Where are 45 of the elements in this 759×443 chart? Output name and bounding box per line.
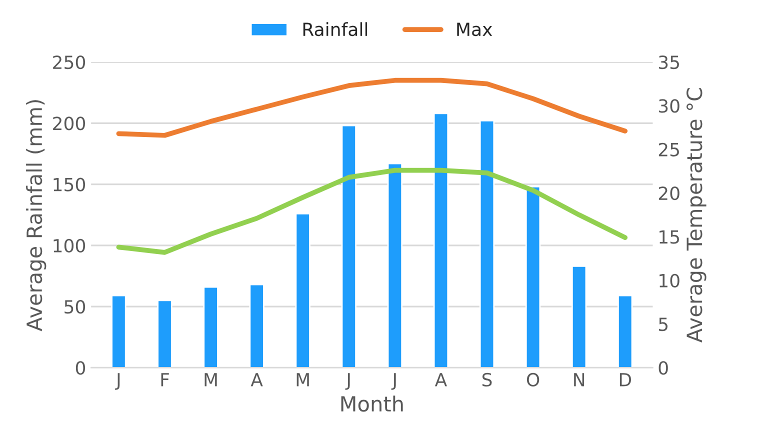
- y2-tick-label: 10: [660, 274, 680, 288]
- legend-label: Rainfall: [303, 22, 368, 36]
- bar: [249, 284, 264, 368]
- y2-tick-label: 30: [658, 99, 680, 113]
- legend-label: Max: [457, 22, 492, 36]
- x-tick-label: M: [296, 373, 309, 386]
- x-tick-label: A: [250, 373, 263, 386]
- y-tick-label: 50: [64, 300, 86, 314]
- line-series: [116, 168, 628, 255]
- x-tick-label: J: [345, 373, 350, 390]
- bar: [525, 186, 541, 368]
- x-tick-label: J: [391, 373, 396, 390]
- bar: [571, 266, 587, 368]
- bar: [203, 286, 218, 368]
- x-tick-label: A: [434, 373, 447, 386]
- y2-tick-label: 5: [658, 318, 668, 332]
- bar: [341, 124, 356, 368]
- bar: [295, 212, 310, 368]
- y2-tick-label: 25: [658, 142, 679, 156]
- line-series: [116, 78, 628, 138]
- bar: [618, 294, 633, 368]
- y-tick-label: 250: [53, 55, 86, 70]
- x-tick-label: J: [115, 373, 120, 390]
- x-tick-label: O: [526, 372, 540, 387]
- bar: [111, 294, 126, 368]
- x-axis-title: Month: [341, 396, 403, 412]
- bar: [157, 300, 172, 368]
- bar: [387, 162, 403, 368]
- x-tick-label: S: [482, 372, 492, 387]
- x-tick-label: F: [161, 373, 169, 386]
- y2-tick-label: 0: [658, 361, 668, 375]
- y2-axis-title: Average Temperature °C: [686, 88, 706, 343]
- y-tick-label: 150: [54, 178, 86, 192]
- y2-tick-label: 35: [658, 55, 679, 70]
- y-tick-label: 0: [76, 361, 86, 375]
- y-tick-label: 100: [54, 238, 86, 253]
- x-tick-label: M: [204, 373, 217, 386]
- bar: [433, 112, 449, 368]
- bar: [479, 120, 495, 368]
- y2-tick-label: 20: [658, 186, 680, 200]
- x-tick-label: D: [620, 373, 631, 386]
- y2-tick-label: 15: [660, 230, 679, 244]
- y-axis-title: Average Rainfall (mm): [26, 100, 46, 332]
- x-tick-label: N: [574, 373, 584, 386]
- y-tick-label: 200: [53, 116, 86, 130]
